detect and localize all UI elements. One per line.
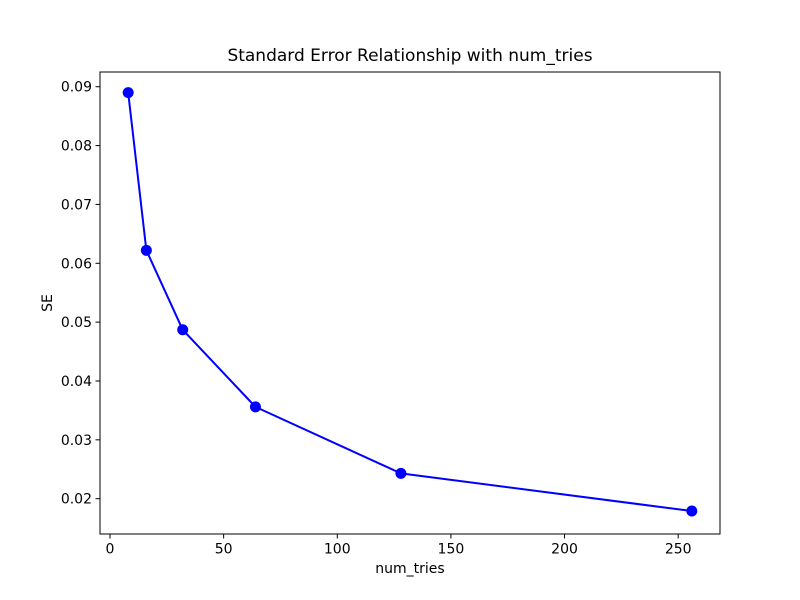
data-point-marker — [395, 467, 407, 479]
x-tick-label: 200 — [551, 542, 578, 558]
data-point-marker — [249, 401, 261, 413]
y-tick-label: 0.09 — [61, 80, 92, 96]
axes-frame — [99, 71, 721, 535]
y-tick-label: 0.07 — [61, 197, 92, 213]
x-tick-label: 250 — [665, 542, 692, 558]
data-point-marker — [122, 87, 134, 99]
x-axis-label: num_tries — [375, 561, 445, 577]
y-tick-label: 0.08 — [61, 139, 92, 155]
y-tick-label: 0.06 — [61, 256, 92, 272]
y-axis-label: SE — [40, 294, 56, 312]
x-tick-label: 50 — [215, 542, 233, 558]
y-tick-label: 0.03 — [61, 433, 92, 449]
data-point-marker — [177, 324, 189, 336]
x-tick-label: 150 — [438, 542, 465, 558]
y-tick-label: 0.04 — [61, 374, 92, 390]
y-tick-label: 0.02 — [61, 492, 92, 508]
x-tick-label: 0 — [106, 542, 115, 558]
series-line — [127, 91, 693, 513]
x-tick-label: 100 — [324, 542, 351, 558]
y-tick-label: 0.05 — [61, 315, 92, 331]
data-point-marker — [686, 505, 698, 517]
chart-title: Standard Error Relationship with num_tri… — [227, 46, 593, 66]
data-point-marker — [140, 244, 152, 256]
